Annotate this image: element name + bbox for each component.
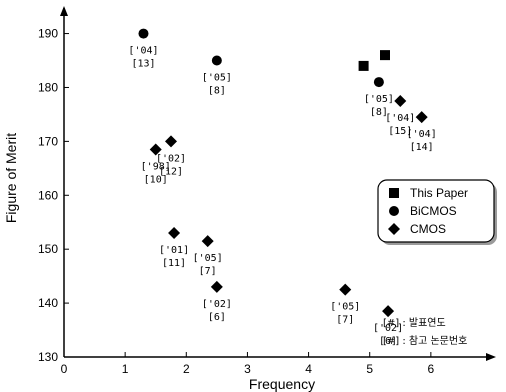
point-annotation: [10] (144, 174, 168, 185)
point-annotation: [7] (199, 266, 217, 277)
x-tick-label: 0 (61, 362, 68, 376)
point-annotation: ['05] (330, 302, 360, 313)
x-axis-arrow (486, 353, 496, 361)
diamond-marker (165, 135, 177, 148)
y-tick-label: 130 (38, 350, 58, 364)
circle-marker (373, 77, 384, 88)
point-annotation: ['98] (141, 161, 171, 172)
point-annotation: ['04] (385, 113, 415, 124)
diamond-marker (388, 223, 400, 235)
note-ref: [#] : 참고 논문번호 (383, 335, 467, 347)
legend-entry-label: BiCMOS (410, 204, 457, 218)
point-annotation: [11] (162, 258, 186, 269)
point-annotation: ['02] (202, 299, 232, 310)
diamond-marker (149, 143, 162, 156)
y-axis-arrow (60, 6, 68, 16)
point-annotation: ['04] (407, 129, 437, 140)
circle-marker (138, 28, 149, 39)
point-annotation: ['05] (364, 94, 394, 105)
diamond-marker (394, 94, 407, 107)
x-tick-label: 2 (183, 362, 190, 376)
diamond-marker (415, 111, 428, 124)
data-marks: ['04] [13] ['05] [8] ['05] [8] ['98] [10] ['02] [… (128, 28, 437, 347)
point-annotation: [7] (336, 315, 354, 326)
point-annotation: [15] (388, 126, 412, 137)
x-tick-label: 6 (428, 362, 435, 376)
legend: This Paper BiCMOS CMOS (377, 179, 497, 245)
point-annotation: [8] (370, 107, 388, 118)
y-axis-label: Figure of Merit (3, 133, 19, 223)
square-marker (389, 188, 399, 198)
legend-box (377, 179, 495, 243)
point-annotation: [8] (208, 86, 226, 97)
x-tick-label: 4 (305, 362, 312, 376)
point-annotation: ['02] (373, 323, 403, 334)
legend-entry-label: CMOS (410, 222, 446, 236)
y-tick-label: 160 (38, 188, 58, 202)
diamond-marker (201, 235, 214, 248)
note-year: [#] : 발표연도 (383, 317, 446, 329)
circle-marker (389, 206, 399, 216)
x-tick-label: 1 (122, 362, 129, 376)
diamond-marker (382, 305, 395, 318)
point-annotation: [14] (410, 142, 434, 153)
point-annotation: [12] (159, 166, 183, 177)
point-annotation: [6] (379, 336, 397, 347)
circle-marker (211, 55, 222, 66)
diamond-marker (210, 280, 223, 293)
point-annotation: [6] (208, 312, 226, 323)
point-annotation: ['04] (128, 46, 158, 57)
axes: 0 1 2 3 4 5 6 130 140 150 160 170 180 190 (38, 6, 496, 376)
diamond-marker (339, 283, 352, 296)
x-tick-label: 3 (244, 362, 251, 376)
y-tick-label: 190 (38, 27, 58, 41)
x-axis-label: Frequency (249, 376, 315, 392)
square-marker (358, 60, 369, 71)
y-tick-label: 170 (38, 134, 58, 148)
point-annotation: ['01] (159, 245, 189, 256)
y-tick-label: 150 (38, 242, 58, 256)
point-annotation: ['05] (202, 73, 232, 84)
point-annotation: ['02] (156, 153, 186, 164)
y-tick-label: 180 (38, 80, 58, 94)
x-tick-label: 5 (366, 362, 373, 376)
point-annotation: ['05] (193, 253, 223, 264)
legend-entry-label: This Paper (410, 186, 468, 200)
point-annotation: [13] (131, 59, 155, 70)
square-marker (380, 50, 390, 61)
diamond-marker (168, 227, 181, 240)
y-tick-label: 140 (38, 296, 58, 310)
